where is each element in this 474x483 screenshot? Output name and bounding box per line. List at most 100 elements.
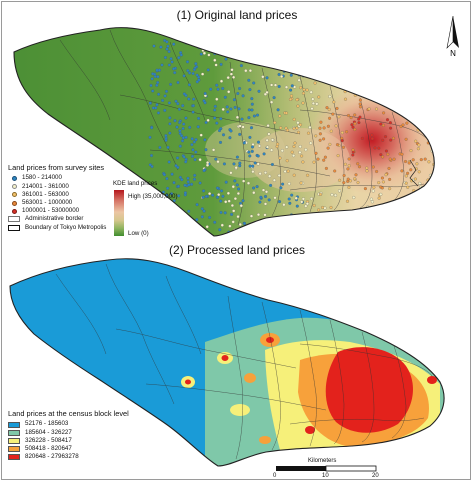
survey-site-point	[332, 100, 336, 104]
survey-site-point	[215, 195, 220, 199]
survey-site-point	[235, 155, 239, 159]
survey-site-point	[193, 158, 197, 162]
survey-site-point	[285, 128, 290, 132]
survey-site-point	[292, 154, 296, 158]
scale-tick-20: 20	[372, 473, 379, 479]
north-label: N	[450, 49, 456, 56]
survey-site-point	[406, 171, 410, 175]
survey-site-point	[219, 199, 223, 203]
survey-site-point	[158, 145, 162, 150]
survey-site-point	[343, 97, 348, 101]
survey-site-point	[227, 199, 231, 203]
survey-site-point	[201, 72, 205, 76]
survey-site-point	[358, 98, 362, 102]
survey-site-point	[190, 137, 194, 141]
survey-site-point	[238, 124, 242, 128]
survey-site-point	[188, 71, 192, 75]
survey-site-point	[356, 162, 360, 166]
survey-site-point	[272, 96, 276, 100]
survey-site-point	[347, 185, 351, 189]
survey-site-point	[206, 118, 210, 122]
legend-swatch	[8, 429, 20, 436]
survey-site-point	[178, 144, 182, 148]
survey-site-point	[167, 50, 171, 54]
survey-site-point	[381, 180, 385, 184]
survey-site-point	[256, 154, 260, 158]
survey-site-point	[314, 134, 318, 138]
survey-site-point	[343, 162, 347, 166]
survey-site-point	[195, 80, 199, 84]
survey-site-point	[172, 42, 176, 46]
survey-site-point	[230, 212, 234, 216]
survey-site-point	[286, 169, 290, 173]
survey-site-point	[414, 139, 418, 143]
survey-site-point	[409, 149, 413, 153]
survey-site-point	[163, 38, 167, 43]
survey-site-point	[336, 154, 340, 158]
survey-site-point	[392, 157, 396, 161]
tokyo-boundary-legend: Boundary of Tokyo Metropolis	[8, 224, 106, 232]
survey-site-point	[207, 53, 211, 57]
survey-site-point	[244, 69, 248, 73]
survey-site-point	[164, 138, 168, 142]
survey-site-point	[177, 107, 181, 111]
survey-site-point	[195, 73, 199, 77]
survey-site-point	[252, 81, 256, 85]
survey-site-point	[261, 188, 266, 192]
survey-site-point	[309, 90, 313, 94]
survey-site-point	[236, 191, 240, 196]
survey-site-point	[252, 191, 256, 195]
survey-site-point	[382, 111, 386, 115]
survey-site-point	[168, 116, 172, 120]
survey-site-point	[284, 85, 289, 89]
survey-site-point	[177, 194, 181, 198]
survey-site-point	[159, 45, 163, 49]
census-legend-label: 185604 - 326227	[25, 428, 72, 436]
survey-site-point	[190, 154, 195, 158]
survey-site-point	[404, 181, 408, 185]
survey-site-point	[379, 192, 383, 196]
survey-site-point	[301, 91, 306, 95]
survey-site-point	[226, 191, 230, 195]
survey-site-point	[347, 164, 351, 168]
survey-site-point	[279, 126, 283, 130]
survey-site-point	[284, 126, 288, 130]
survey-site-point	[217, 129, 222, 133]
survey-site-point	[386, 152, 390, 156]
survey-site-point	[409, 168, 413, 172]
survey-site-point	[148, 135, 152, 139]
survey-site-point	[201, 195, 205, 199]
legend-swatch	[8, 421, 20, 428]
survey-site-point	[385, 118, 390, 122]
survey-site-point	[270, 100, 274, 104]
survey-site-point	[202, 169, 206, 173]
survey-site-point	[261, 75, 265, 79]
survey-site-point	[156, 80, 160, 85]
survey-site-point	[194, 150, 198, 154]
survey-site-point	[319, 120, 323, 124]
survey-site-point	[195, 218, 199, 222]
survey-site-point	[232, 75, 236, 79]
survey-site-point	[354, 173, 358, 177]
survey-site-point	[312, 203, 316, 208]
survey-site-point	[255, 185, 259, 189]
survey-site-point	[276, 108, 280, 112]
survey-site-point	[328, 116, 332, 120]
survey-site-point	[329, 129, 333, 133]
survey-site-point	[350, 123, 354, 127]
survey-site-point	[298, 145, 302, 149]
survey-site-point	[233, 197, 237, 201]
census-legend-label: 508418 - 820647	[25, 444, 72, 452]
survey-site-point	[264, 190, 269, 194]
survey-site-point	[308, 125, 312, 129]
survey-site-point	[190, 182, 194, 186]
survey-site-point	[242, 141, 246, 145]
survey-site-point	[233, 179, 237, 183]
survey-site-point	[164, 89, 169, 93]
survey-site-point	[262, 152, 266, 156]
survey-site-point	[181, 104, 185, 108]
survey-site-point	[256, 140, 261, 144]
survey-site-point	[297, 78, 301, 82]
survey-legend-item: 1000001 - 53000000	[12, 207, 106, 215]
